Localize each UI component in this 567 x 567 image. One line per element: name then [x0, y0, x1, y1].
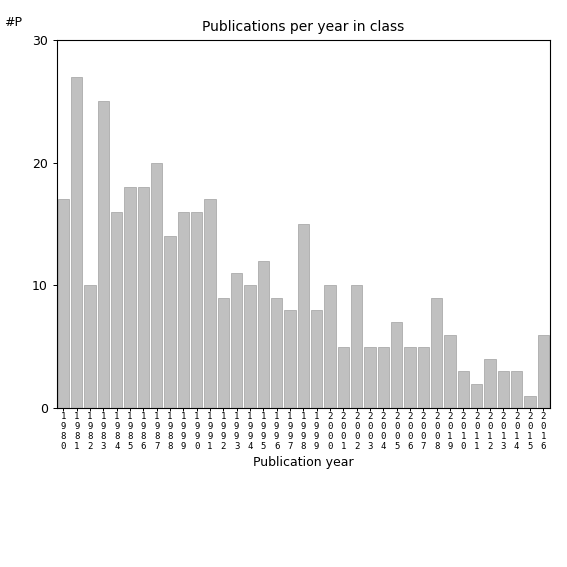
Bar: [324, 285, 336, 408]
Bar: [445, 335, 456, 408]
Bar: [378, 347, 389, 408]
Bar: [124, 187, 136, 408]
X-axis label: Publication year: Publication year: [253, 456, 354, 469]
Bar: [177, 211, 189, 408]
Bar: [218, 298, 229, 408]
Bar: [84, 285, 96, 408]
Bar: [338, 347, 349, 408]
Bar: [231, 273, 242, 408]
Bar: [538, 335, 549, 408]
Bar: [138, 187, 149, 408]
Bar: [204, 200, 215, 408]
Bar: [311, 310, 323, 408]
Bar: [524, 396, 536, 408]
Title: Publications per year in class: Publications per year in class: [202, 20, 404, 35]
Bar: [71, 77, 82, 408]
Bar: [58, 200, 69, 408]
Bar: [511, 371, 522, 408]
Bar: [151, 163, 162, 408]
Bar: [458, 371, 469, 408]
Bar: [257, 261, 269, 408]
Bar: [284, 310, 295, 408]
Bar: [191, 211, 202, 408]
Bar: [298, 224, 309, 408]
Bar: [471, 384, 483, 408]
Bar: [111, 211, 122, 408]
Bar: [98, 101, 109, 408]
Bar: [404, 347, 416, 408]
Bar: [351, 285, 362, 408]
Bar: [484, 359, 496, 408]
Bar: [244, 285, 256, 408]
Bar: [365, 347, 376, 408]
Bar: [418, 347, 429, 408]
Bar: [271, 298, 282, 408]
Bar: [164, 236, 176, 408]
Bar: [391, 322, 403, 408]
Bar: [498, 371, 509, 408]
Bar: [431, 298, 442, 408]
Text: #P: #P: [4, 15, 22, 28]
